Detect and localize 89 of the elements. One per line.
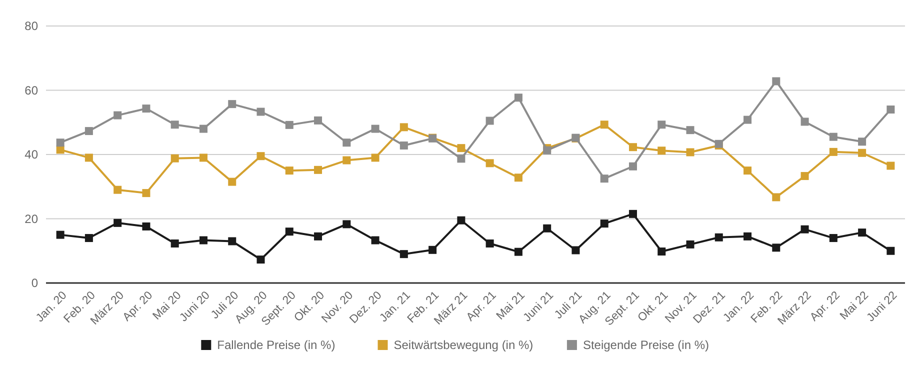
- point: [256, 108, 265, 116]
- point: [285, 120, 294, 129]
- y-tick-label: 0: [31, 276, 38, 290]
- point: [858, 138, 866, 146]
- point: [600, 174, 608, 183]
- point: [858, 148, 866, 157]
- point: [886, 106, 895, 114]
- point: [658, 120, 666, 129]
- point: [170, 120, 179, 129]
- point: [371, 236, 380, 244]
- point: [400, 250, 408, 258]
- point: [486, 116, 494, 125]
- point: [199, 124, 208, 133]
- point: [371, 154, 380, 162]
- point: [628, 210, 637, 218]
- point: [84, 127, 93, 136]
- point: [744, 232, 752, 240]
- point: [228, 178, 236, 186]
- point: [628, 162, 637, 170]
- point: [829, 234, 838, 242]
- point: [142, 104, 150, 113]
- point: [514, 248, 522, 256]
- point: [457, 154, 466, 163]
- point: [744, 116, 752, 124]
- point: [772, 244, 780, 252]
- point: [800, 172, 809, 180]
- point: [514, 174, 522, 182]
- point: [800, 118, 809, 126]
- point: [285, 228, 294, 236]
- point: [114, 218, 122, 227]
- point: [486, 239, 494, 248]
- point: [228, 100, 236, 108]
- point: [114, 111, 122, 120]
- point: [600, 120, 608, 129]
- point: [628, 143, 637, 152]
- point: [371, 124, 380, 133]
- point: [142, 189, 150, 198]
- point: [342, 156, 351, 164]
- point: [228, 237, 236, 246]
- legend-label: Fallende Preise (in %): [217, 338, 336, 352]
- point: [800, 225, 809, 234]
- y-tick-label: 80: [24, 19, 38, 34]
- point: [486, 159, 494, 168]
- point: [572, 246, 580, 254]
- point: [543, 224, 552, 232]
- point: [199, 236, 208, 244]
- point: [84, 234, 93, 242]
- point: [428, 246, 437, 254]
- point: [686, 240, 694, 248]
- point: [199, 154, 208, 162]
- point: [56, 230, 64, 239]
- point: [772, 193, 780, 202]
- point: [686, 126, 694, 134]
- point: [658, 248, 666, 256]
- point: [886, 162, 895, 170]
- point: [858, 228, 866, 237]
- point: [342, 138, 351, 147]
- point: [56, 138, 64, 147]
- point: [170, 239, 179, 248]
- y-tick-label: 40: [24, 148, 38, 162]
- point: [114, 186, 122, 194]
- legend-label: Steigende Preise (in %): [582, 338, 710, 352]
- point: [457, 144, 466, 152]
- point: [256, 152, 265, 160]
- point: [658, 146, 666, 155]
- point: [342, 220, 351, 228]
- point: [84, 154, 93, 162]
- point: [457, 216, 466, 224]
- y-tick-label: 60: [24, 83, 38, 98]
- point: [285, 166, 294, 175]
- point: [744, 166, 752, 175]
- point: [314, 166, 322, 174]
- point: [514, 94, 522, 102]
- point: [829, 132, 838, 141]
- point: [314, 116, 322, 124]
- point: [772, 77, 780, 86]
- y-tick-label: 20: [24, 212, 38, 226]
- point: [600, 220, 608, 228]
- point: [686, 148, 694, 156]
- point: [170, 154, 179, 162]
- point: [400, 123, 408, 132]
- point: [886, 246, 895, 255]
- point: [400, 142, 408, 150]
- point: [314, 232, 322, 240]
- legend-label: Seitwärtsbewegung (in %): [394, 338, 534, 352]
- point: [142, 222, 150, 230]
- point: [714, 233, 723, 242]
- point: [256, 256, 265, 264]
- point: [829, 148, 838, 156]
